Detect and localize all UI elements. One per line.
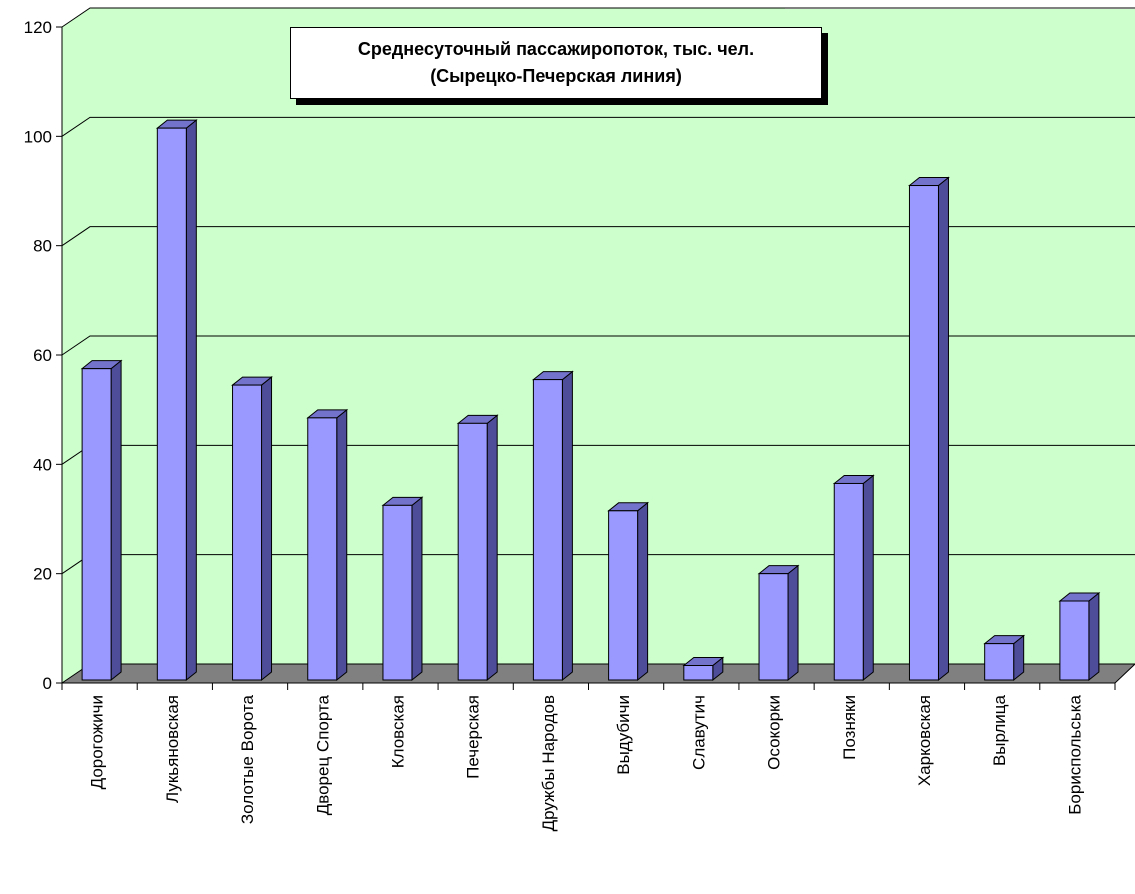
bar-4 [306,408,349,682]
floor-plane [60,663,1135,684]
bar-side [261,376,273,682]
bar-9 [682,656,725,682]
chart-floor [60,663,1135,684]
bar-side [110,359,122,682]
x-category-label: Лукьяновская [163,695,182,803]
x-category-label: Дружбы Народов [539,695,558,831]
x-category-label: Золотые Ворота [238,694,257,824]
x-category-label: Кловская [388,695,407,768]
chart-title-line2: (Сырецко-Печерская линия) [430,66,682,86]
bar-13 [983,634,1026,682]
bar-side [561,370,573,682]
bar-front [457,422,488,681]
bar-7 [531,370,574,682]
x-category-label: Осокорки [765,695,784,770]
bar-front [608,510,639,681]
x-category-label: Дорогожичи [88,695,107,789]
bar-8 [607,501,650,682]
bar-5 [381,496,424,682]
gridline [61,7,1135,28]
wall-fill [62,8,1135,683]
y-tick-label: 100 [24,127,52,146]
axes [56,26,1116,690]
bar-12 [908,176,950,682]
bar-3 [231,376,273,682]
bar-front [683,665,714,681]
gridline [61,226,1135,247]
y-tick-label: 80 [33,237,52,256]
y-tick-label: 40 [33,455,52,474]
chart-wall [62,0,1135,683]
x-category-label: Вырлица [990,694,1009,766]
y-tick-label: 120 [24,18,52,37]
x-category-label: Бориспольська [1065,694,1084,814]
bar-side [862,474,874,682]
bar-1 [80,359,123,682]
bar-front [156,127,187,681]
bar-11 [832,474,875,682]
gridline [61,335,1135,356]
bar-front [382,504,413,681]
bar-side [486,414,498,682]
chart-title: Среднесуточный пассажиропоток, тыс. чел.… [290,27,822,99]
bar-side [185,119,197,682]
y-tick-label: 20 [33,565,52,584]
bar-side [937,176,949,682]
bar-10 [757,564,800,682]
bar-side [336,408,348,682]
gridlines [61,7,1135,575]
wall-top-gap [785,0,1135,9]
y-tick-labels: 0 20 40 60 80 100 120 [24,18,52,693]
bar-front [1059,600,1090,681]
bar-14 [1058,591,1101,682]
bar-6 [456,414,499,682]
x-category-label: Славутич [689,695,708,770]
x-tick-labels: Дорогожичи Лукьяновская Золотые Ворота Двор… [88,694,1085,831]
x-category-label: Дворец Спорта [313,694,332,815]
bar-front [908,185,939,681]
bar-side [1088,591,1100,682]
bar-side [787,564,799,682]
x-category-label: Выдубичи [614,695,633,775]
y-tick-label: 0 [43,674,52,693]
bar-front [232,384,263,681]
bar-front [307,417,338,681]
y-tick-label: 60 [33,346,52,365]
x-category-label: Печерская [464,695,483,779]
x-category-label: Позняки [840,695,859,760]
bar-front [81,368,112,681]
x-category-label: Харковская [915,695,934,786]
bar-front [984,643,1015,681]
bars [80,119,1101,682]
bar-side [637,501,649,682]
bar-2 [155,119,198,682]
gridline [61,116,1135,137]
bar-front [532,379,563,681]
bar-side [411,496,423,682]
bar-front [833,482,864,681]
bar-front [758,573,789,681]
chart-title-line1: Среднесуточный пассажиропоток, тыс. чел. [357,39,755,59]
